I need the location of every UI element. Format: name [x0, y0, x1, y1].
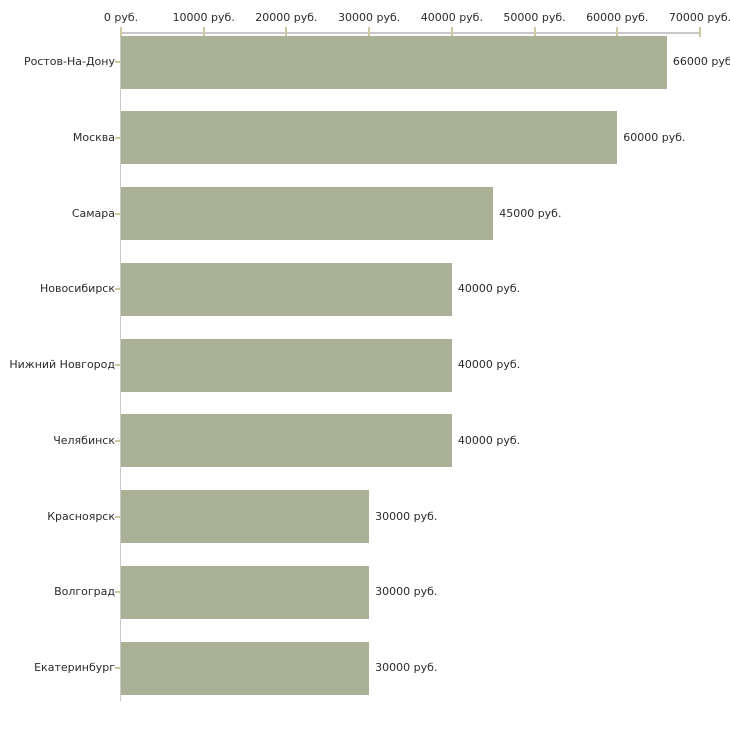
bar-7 [121, 490, 370, 543]
category-label: Новосибирск [39, 282, 115, 296]
x-axis-tick-mark [450, 27, 453, 37]
y-axis-tick-mark [115, 515, 120, 518]
x-axis-tick-mark [699, 27, 701, 37]
bar-5 [121, 338, 452, 392]
x-axis-tick-label: 30000 руб. [338, 11, 401, 24]
x-axis-tick-mark [202, 27, 205, 37]
bar-4 [121, 262, 452, 316]
category-label: Москва [72, 130, 115, 144]
x-axis-tick-label: 0 руб. [103, 11, 139, 24]
x-axis-tick-label: 40000 руб. [420, 11, 483, 24]
x-axis-tick-mark [285, 27, 288, 37]
x-axis-tick-label: 60000 руб. [586, 11, 649, 24]
y-axis-tick-mark [115, 439, 120, 442]
bar-1 [121, 35, 667, 89]
value-label: 30000 руб. [375, 509, 438, 523]
bar-3 [121, 187, 494, 240]
x-axis-line [121, 32, 700, 34]
y-axis-tick-mark [115, 591, 120, 594]
value-label: 60000 руб. [623, 130, 686, 144]
x-axis-tick-mark [368, 27, 371, 37]
x-axis-tick-mark [533, 27, 536, 37]
x-axis-tick-mark [120, 27, 122, 37]
y-axis-tick-mark [115, 364, 120, 366]
x-axis-tick-label: 20000 руб. [255, 11, 318, 24]
y-axis-tick-mark [115, 667, 120, 669]
bar-9 [121, 641, 370, 695]
category-label: Самара [71, 206, 115, 220]
value-label: 45000 руб. [499, 206, 562, 220]
x-axis-tick-label: 10000 руб. [172, 11, 235, 24]
value-label: 30000 руб. [375, 585, 438, 599]
y-axis-tick-mark [115, 212, 120, 215]
value-label: 40000 руб. [457, 358, 521, 371]
category-label: Красноярск [47, 509, 115, 523]
bar-2 [121, 111, 618, 165]
bar-8 [121, 565, 370, 619]
y-axis-line [120, 33, 121, 701]
value-label: 40000 руб. [457, 282, 521, 296]
category-label: Ростов-На-Дону [23, 55, 115, 68]
bar-6 [121, 414, 452, 468]
y-axis-tick-mark [115, 288, 120, 291]
value-label: 40000 руб. [457, 433, 521, 447]
value-label: 30000 руб. [375, 661, 438, 674]
y-axis-tick-mark [115, 61, 120, 63]
x-axis-tick-label: 50000 руб. [503, 11, 566, 24]
y-axis-tick-mark [115, 136, 120, 139]
category-label: Екатеринбург [34, 661, 115, 674]
category-label: Челябинск [53, 433, 115, 447]
category-label: Нижний Новгород [9, 358, 115, 371]
x-axis-tick-mark [616, 27, 619, 37]
value-label: 66000 руб [672, 55, 730, 68]
x-axis-tick-label: 70000 руб. [668, 11, 730, 24]
category-label: Волгоград [54, 585, 115, 599]
